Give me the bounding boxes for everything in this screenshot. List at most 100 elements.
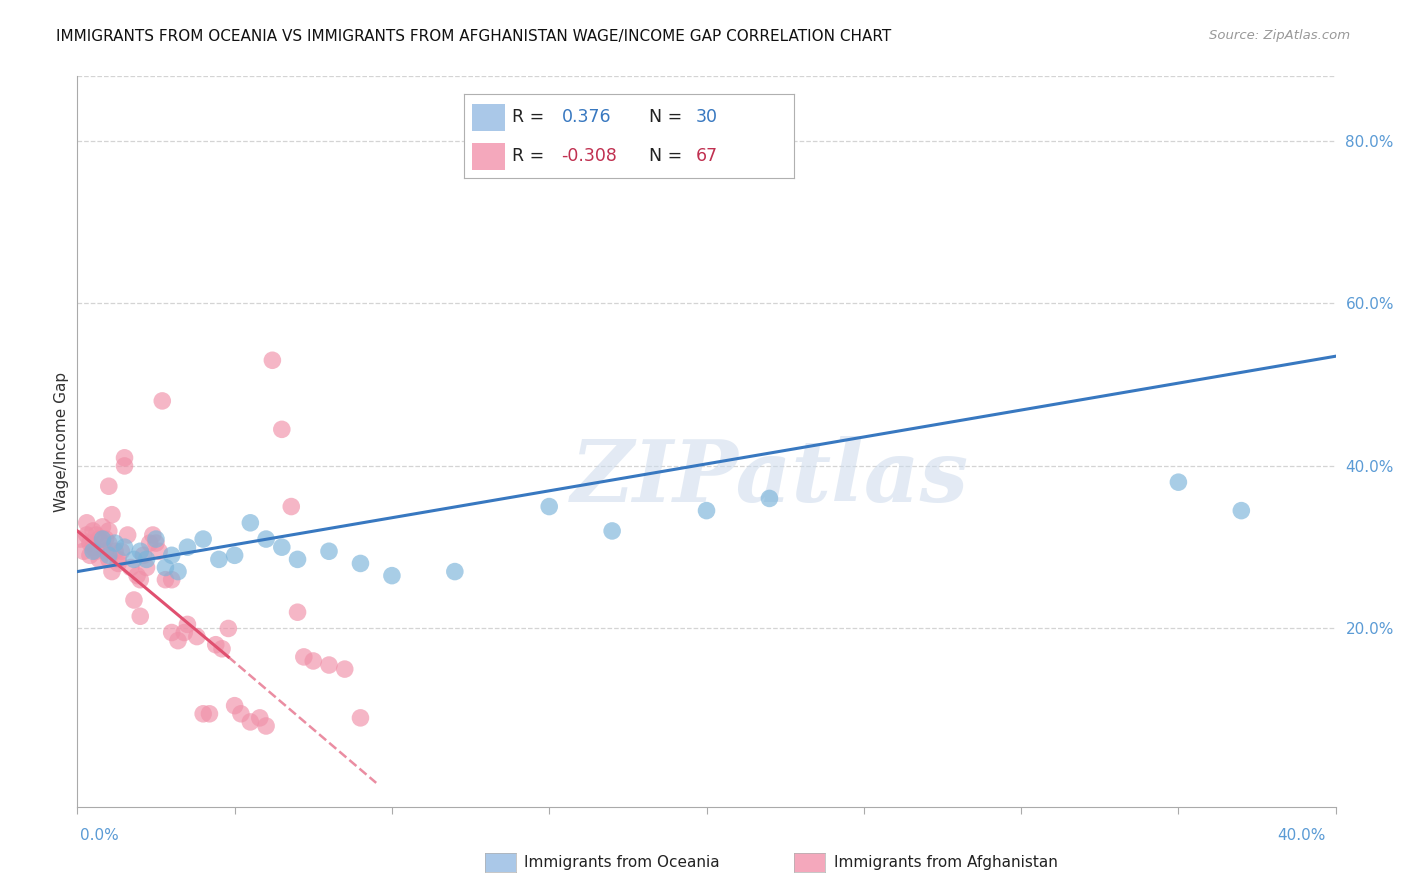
Point — [287, 552, 309, 566]
Point — [538, 500, 561, 514]
Point — [349, 711, 371, 725]
Point — [287, 605, 309, 619]
Point — [145, 532, 167, 546]
Point — [318, 544, 340, 558]
Point — [600, 524, 623, 538]
Text: Immigrants from Afghanistan: Immigrants from Afghanistan — [834, 855, 1057, 870]
Point — [292, 649, 315, 664]
Point — [114, 540, 136, 554]
Point — [208, 552, 231, 566]
Point — [69, 532, 91, 546]
Point — [127, 568, 149, 582]
Text: -0.308: -0.308 — [561, 147, 617, 165]
Point — [1167, 475, 1189, 490]
Point — [91, 532, 114, 546]
Point — [155, 573, 177, 587]
Point — [89, 552, 111, 566]
Point — [104, 536, 127, 550]
FancyBboxPatch shape — [472, 103, 505, 131]
Text: Immigrants from Oceania: Immigrants from Oceania — [524, 855, 720, 870]
Point — [270, 540, 292, 554]
FancyBboxPatch shape — [472, 143, 505, 169]
Point — [82, 524, 104, 538]
Text: R =: R = — [512, 147, 544, 165]
Point — [114, 458, 136, 473]
Point — [444, 565, 467, 579]
Point — [176, 617, 198, 632]
Point — [229, 706, 252, 721]
Point — [198, 706, 221, 721]
Point — [160, 573, 183, 587]
Point — [145, 536, 167, 550]
Point — [79, 536, 101, 550]
Point — [758, 491, 780, 506]
Point — [224, 549, 246, 563]
Point — [79, 549, 101, 563]
Point — [239, 516, 262, 530]
Point — [114, 450, 136, 465]
Point — [89, 532, 111, 546]
Y-axis label: Wage/Income Gap: Wage/Income Gap — [53, 371, 69, 512]
Point — [155, 560, 177, 574]
Point — [262, 353, 284, 368]
Point — [280, 500, 302, 514]
Point — [381, 568, 404, 582]
Text: 0.0%: 0.0% — [80, 829, 120, 843]
Point — [191, 706, 215, 721]
Point — [122, 552, 145, 566]
Point — [148, 544, 170, 558]
Text: Source: ZipAtlas.com: Source: ZipAtlas.com — [1209, 29, 1350, 42]
Point — [167, 633, 190, 648]
Point — [333, 662, 356, 676]
Point — [97, 552, 120, 566]
Text: 30: 30 — [695, 109, 717, 127]
Point — [318, 658, 340, 673]
Point — [270, 422, 292, 436]
Point — [249, 711, 271, 725]
Point — [239, 714, 262, 729]
Point — [138, 536, 160, 550]
Point — [129, 609, 152, 624]
Point — [142, 528, 165, 542]
Point — [176, 540, 198, 554]
Text: N =: N = — [650, 109, 682, 127]
Point — [110, 544, 132, 558]
Point — [160, 625, 183, 640]
Point — [254, 719, 277, 733]
Point — [217, 622, 239, 636]
Point — [72, 544, 94, 558]
Text: 40.0%: 40.0% — [1278, 829, 1326, 843]
Text: IMMIGRANTS FROM OCEANIA VS IMMIGRANTS FROM AFGHANISTAN WAGE/INCOME GAP CORRELATI: IMMIGRANTS FROM OCEANIA VS IMMIGRANTS FR… — [56, 29, 891, 44]
Point — [120, 560, 142, 574]
Text: 0.376: 0.376 — [561, 109, 612, 127]
Point — [107, 552, 129, 566]
Point — [101, 508, 124, 522]
Point — [186, 630, 208, 644]
Point — [84, 528, 107, 542]
Point — [107, 557, 129, 571]
Point — [135, 552, 157, 566]
Point — [91, 520, 114, 534]
Point — [94, 532, 117, 546]
Point — [91, 536, 114, 550]
Point — [1230, 503, 1253, 517]
Point — [167, 565, 190, 579]
Point — [129, 573, 152, 587]
Text: N =: N = — [650, 147, 682, 165]
Point — [97, 479, 120, 493]
Point — [302, 654, 325, 668]
Point — [122, 593, 145, 607]
Point — [101, 565, 124, 579]
Point — [104, 544, 127, 558]
Point — [349, 557, 371, 571]
Point — [204, 638, 226, 652]
Point — [84, 544, 107, 558]
Point — [160, 549, 183, 563]
Point — [696, 503, 718, 517]
Point — [97, 536, 120, 550]
Text: 67: 67 — [695, 147, 717, 165]
Point — [224, 698, 246, 713]
Point — [173, 625, 195, 640]
Point — [82, 540, 104, 554]
Point — [129, 544, 152, 558]
